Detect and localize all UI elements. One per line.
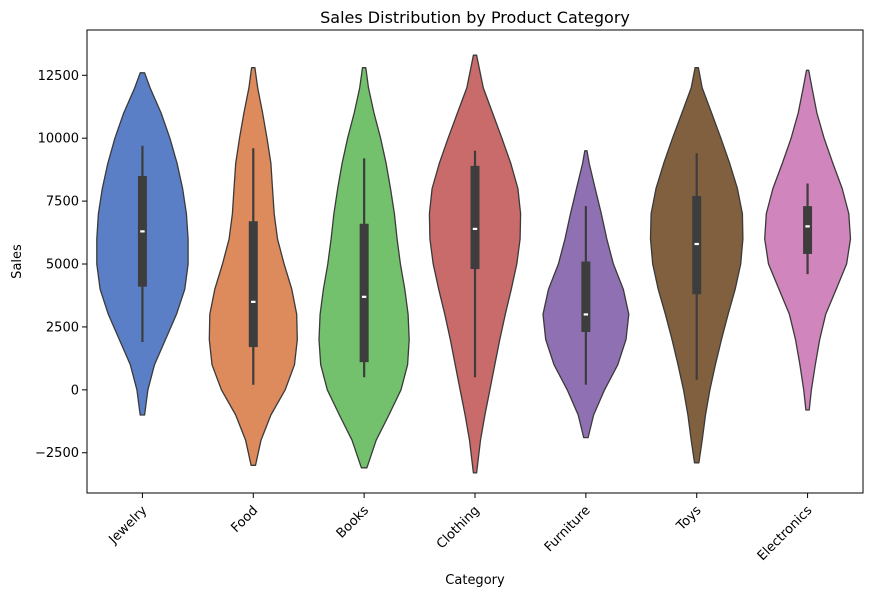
y-tick-label: −2500 (35, 446, 79, 461)
chart-title: Sales Distribution by Product Category (320, 8, 630, 27)
x-tick-label: Toys (673, 503, 704, 534)
x-axis: Jewelry Food Books Clothing Furniture Toys Ele… (106, 493, 816, 564)
y-axis-label: Sales (10, 244, 25, 279)
y-tick-label: 2500 (46, 320, 79, 335)
median-marker (140, 230, 145, 233)
x-tick-label: Clothing (434, 503, 483, 552)
violins-layer (96, 54, 852, 474)
y-tick-label: 0 (71, 383, 79, 398)
iqr-box (359, 223, 369, 363)
iqr-box (470, 165, 480, 270)
median-marker (361, 295, 367, 298)
violin-electronics (764, 69, 852, 411)
y-tick-label: 10000 (38, 132, 79, 147)
y-tick-label: 5000 (46, 258, 79, 273)
median-marker (694, 242, 699, 246)
y-tick-label: 12500 (38, 69, 79, 84)
violin-furniture (542, 150, 630, 439)
iqr-box (581, 261, 591, 332)
median-marker (251, 300, 256, 303)
violin-clothing (428, 54, 522, 474)
x-tick-label: Food (228, 503, 261, 536)
median-marker (472, 227, 478, 230)
y-tick-label: 7500 (46, 195, 79, 210)
x-tick-label: Jewelry (106, 503, 151, 548)
median-marker (583, 313, 589, 316)
iqr-box (803, 206, 813, 254)
median-marker (805, 225, 810, 228)
x-tick-label: Electronics (755, 503, 816, 564)
iqr-box (248, 221, 258, 348)
x-tick-label: Books (334, 503, 372, 541)
iqr-box (692, 196, 702, 295)
x-axis-label: Category (445, 573, 505, 588)
violin-books (318, 67, 410, 469)
violin-jewelry (96, 72, 189, 416)
y-axis: −2500 0 2500 5000 7500 10000 12500 (35, 69, 87, 461)
violin-toys (649, 67, 744, 464)
violin-food (208, 67, 298, 466)
x-tick-label: Furniture (542, 503, 594, 555)
